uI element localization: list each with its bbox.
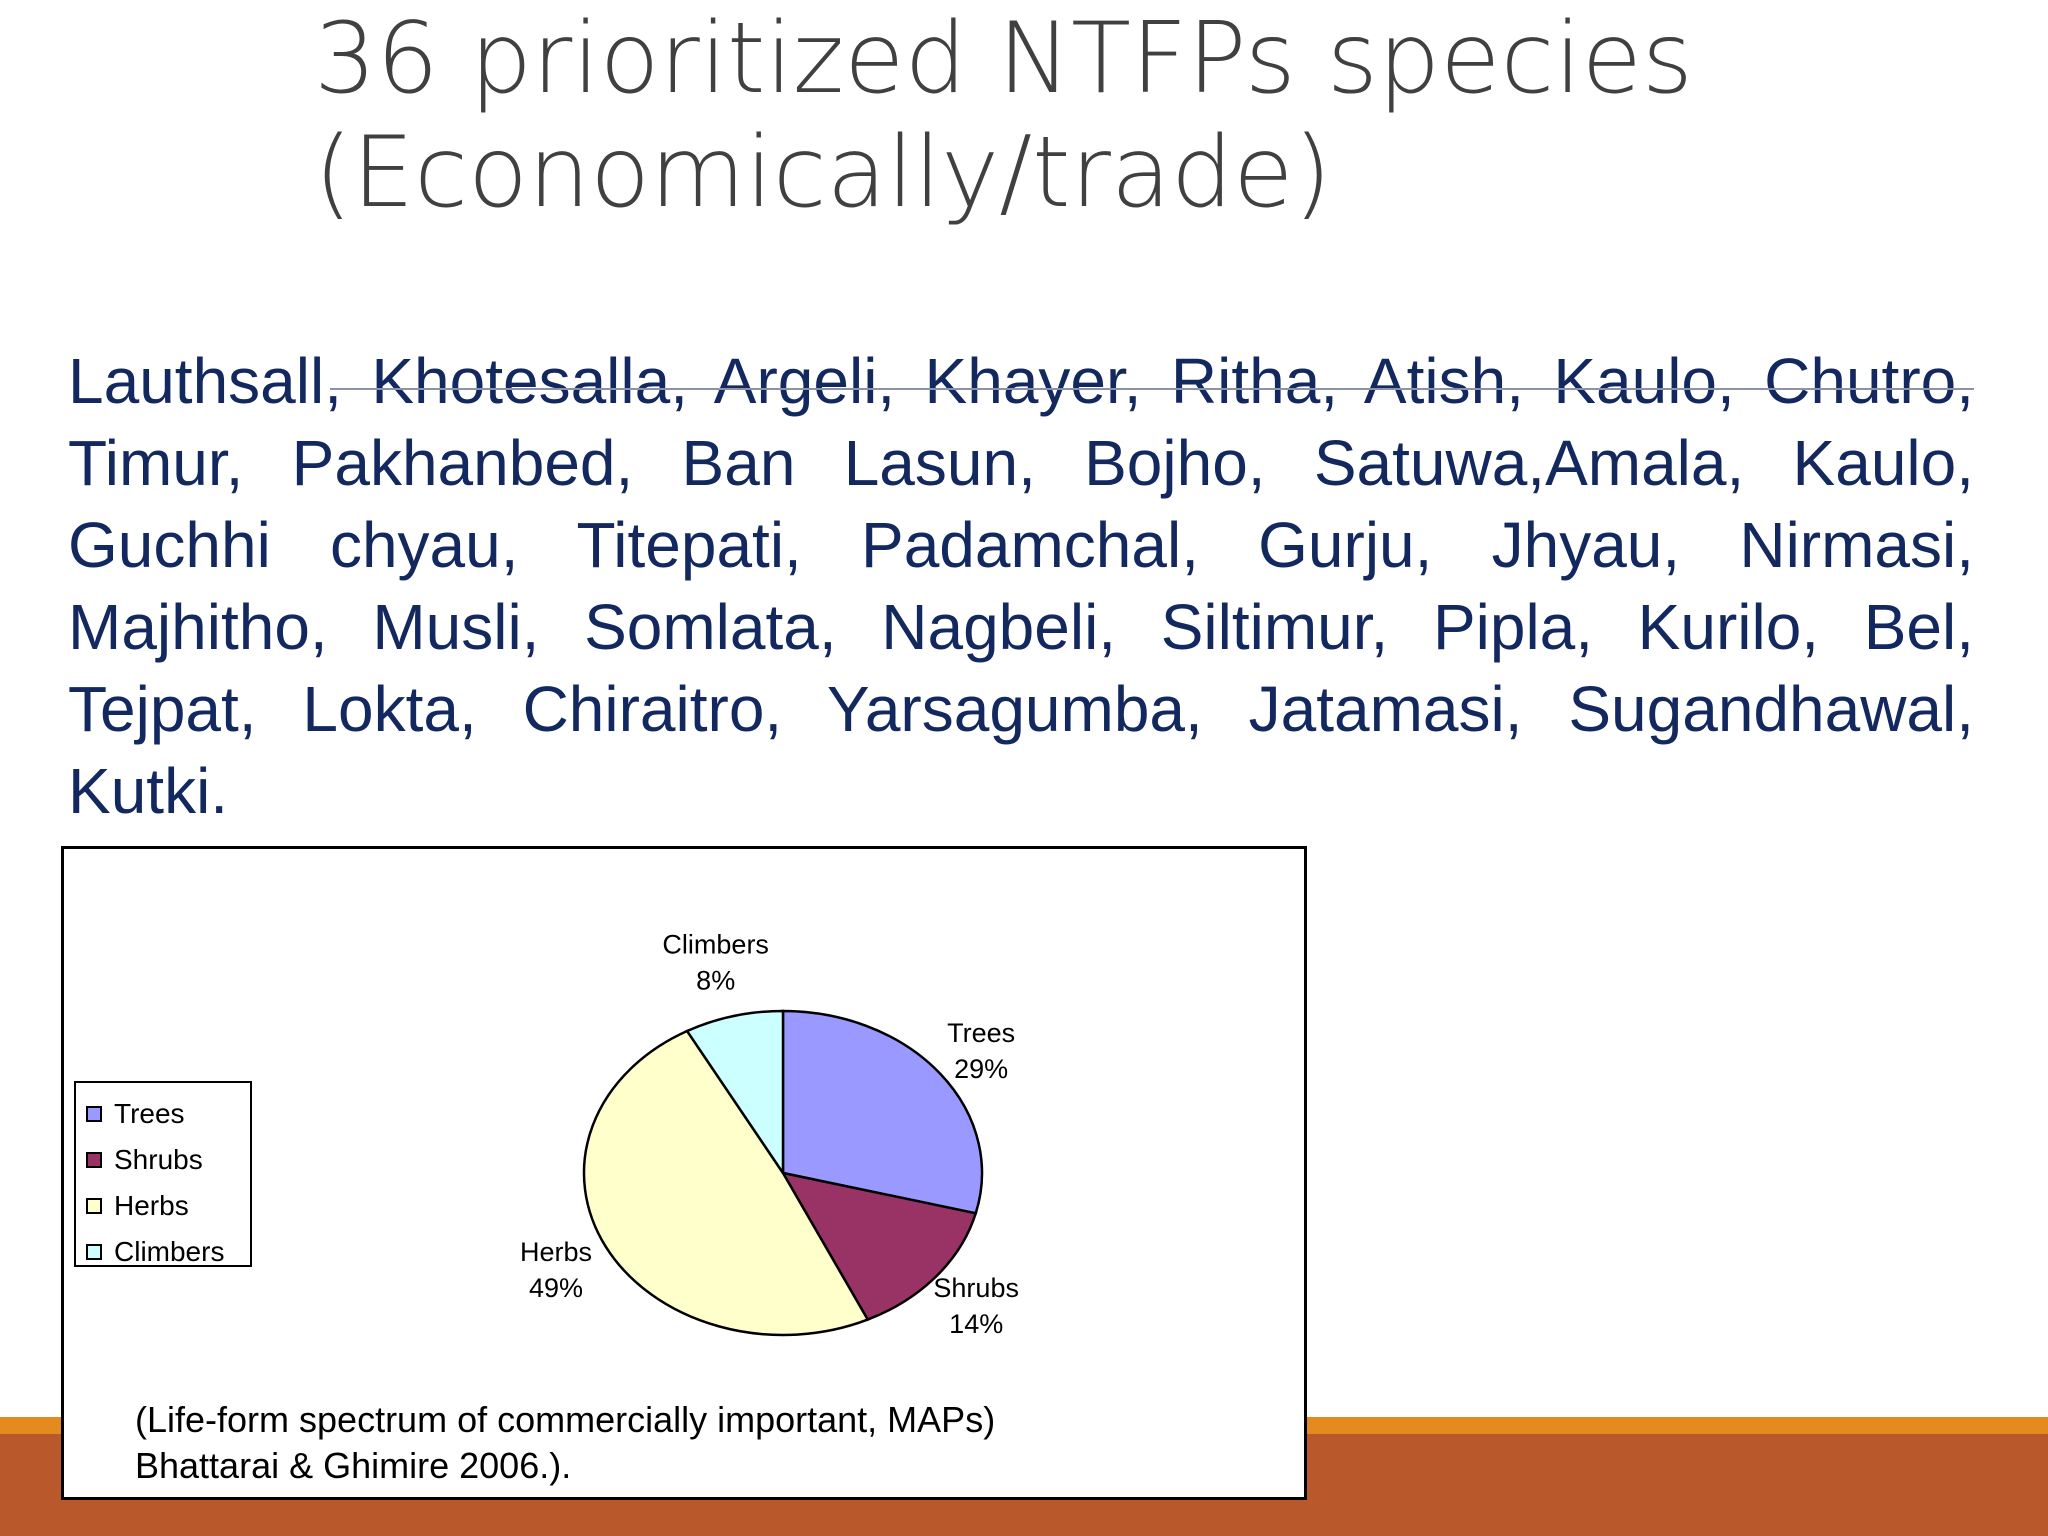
- pie-chart: Trees 29% Shrubs 14% Herbs 49% Climbers 8%: [520, 930, 1019, 1340]
- data-label-shrubs: Shrubs 14%: [933, 1273, 1019, 1339]
- chart-legend: Trees Shrubs Herbs Climbers: [74, 1081, 252, 1267]
- pie-slice-trees: [781, 1009, 984, 1215]
- legend-label-herbs: Herbs: [114, 1190, 189, 1221]
- legend-swatch-trees: [86, 1106, 102, 1122]
- legend-label-trees: Trees: [114, 1098, 185, 1129]
- legend-label-climbers: Climbers: [114, 1236, 225, 1267]
- slide-title-line-2: (Economically/trade): [314, 116, 1332, 230]
- data-label-herbs: Herbs 49%: [520, 1237, 592, 1303]
- source-line-2: Bhattarai & Ghimire 2006.).: [135, 1445, 572, 1486]
- species-list: Lauthsall, Khotesalla, Argeli, Khayer, R…: [68, 345, 1974, 827]
- source-line-1: (Life-form spectrum of commercially impo…: [135, 1399, 996, 1440]
- data-label-climbers: Climbers 8%: [662, 930, 769, 996]
- slide-title: 36 prioritized NTFPs species (Economical…: [314, 2, 2014, 230]
- legend-item-climbers: Climbers: [76, 1229, 250, 1275]
- legend-item-shrubs: Shrubs: [76, 1137, 250, 1183]
- legend-swatch-herbs: [86, 1198, 102, 1214]
- pie-slice-shrubs: [780, 1171, 978, 1322]
- strike-through-line: [330, 388, 1974, 390]
- pie-slice-climbers: [685, 1009, 785, 1178]
- slide-title-line-1: 36 prioritized NTFPs species: [314, 2, 1693, 116]
- legend-item-herbs: Herbs: [76, 1183, 250, 1229]
- chart-source-note: (Life-form spectrum of commercially impo…: [135, 1397, 1235, 1489]
- pie-chart-frame: Trees 29% Shrubs 14% Herbs 49% Climbers 8% Tree…: [61, 846, 1307, 1500]
- legend-swatch-climbers: [86, 1244, 102, 1260]
- legend-swatch-shrubs: [86, 1152, 102, 1168]
- legend-label-shrubs: Shrubs: [114, 1144, 203, 1175]
- pie-slice-herbs: [582, 1029, 870, 1337]
- legend-item-trees: Trees: [76, 1091, 250, 1137]
- data-label-trees: Trees 29%: [947, 1018, 1015, 1084]
